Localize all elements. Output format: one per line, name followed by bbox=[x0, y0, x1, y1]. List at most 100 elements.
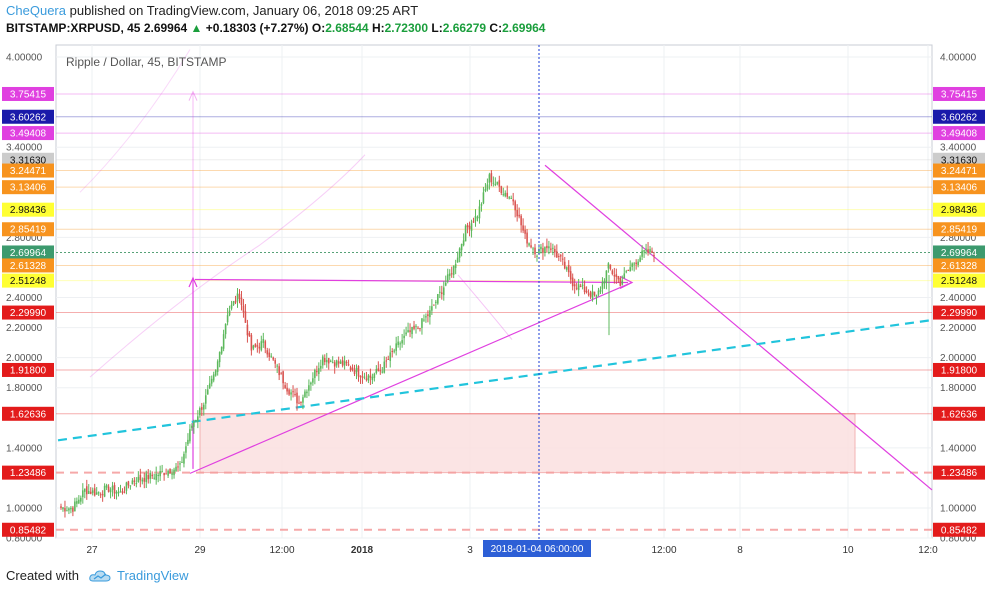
candle-body bbox=[60, 506, 62, 509]
candle-body bbox=[115, 492, 118, 494]
candle-body bbox=[508, 197, 511, 199]
candle-body bbox=[357, 366, 360, 377]
rising-trendline bbox=[189, 281, 633, 474]
price-tag-label: 3.31630 bbox=[941, 155, 978, 166]
right-tick-label: 2.40000 bbox=[940, 293, 977, 304]
candle-body bbox=[361, 376, 364, 378]
price-tag-label: 3.13406 bbox=[941, 183, 978, 194]
candle-body bbox=[220, 346, 223, 354]
candle-body bbox=[157, 475, 159, 477]
candle-body bbox=[232, 301, 235, 305]
left-tick-label: 1.00000 bbox=[6, 503, 43, 514]
price-change: +0.18303 (+7.27%) bbox=[205, 21, 309, 35]
candle-body bbox=[226, 315, 229, 323]
candle-body bbox=[286, 387, 288, 392]
candle-body bbox=[234, 300, 237, 303]
candle-body bbox=[351, 367, 354, 371]
candle-body bbox=[395, 343, 397, 351]
left-tick-label: 2.80000 bbox=[6, 233, 43, 244]
candle-body bbox=[460, 244, 463, 251]
candle-body bbox=[435, 301, 437, 304]
candle-body bbox=[153, 477, 156, 479]
candle-body bbox=[179, 463, 181, 465]
candle-body bbox=[339, 361, 342, 364]
time-tick-label: 12:00 bbox=[269, 545, 294, 556]
falling-trendline bbox=[544, 164, 933, 491]
candle-body bbox=[139, 474, 142, 481]
time-axis[interactable]: 27 29 12:00 2018 3 12:00 8 10 12:0 bbox=[86, 545, 938, 556]
candle-body bbox=[532, 248, 534, 250]
price-tag: 3.49408 bbox=[933, 126, 985, 141]
measure-arrowhead-icon bbox=[188, 276, 198, 288]
up-arrow-icon: ▲ bbox=[190, 21, 203, 35]
candle-body bbox=[442, 287, 445, 296]
candle-body bbox=[325, 360, 328, 363]
candle-body bbox=[302, 397, 304, 403]
candle-body bbox=[544, 247, 546, 253]
open-value: 2.68544 bbox=[325, 21, 369, 35]
candle-body bbox=[238, 294, 241, 299]
candle-body bbox=[421, 318, 423, 329]
price-tag-left: 3.24471 bbox=[2, 163, 54, 178]
candle-body bbox=[117, 491, 120, 494]
price-tag-label: 0.85482 bbox=[941, 525, 978, 536]
candle-body bbox=[121, 491, 124, 493]
price-tag-bg bbox=[933, 522, 985, 537]
price-tag-left-bg bbox=[2, 362, 54, 377]
projection-arrowhead-icon bbox=[619, 275, 634, 290]
candle-body bbox=[308, 385, 310, 391]
time-tick-label: 29 bbox=[194, 545, 206, 556]
candle-body bbox=[349, 367, 352, 370]
candle-body bbox=[212, 374, 215, 381]
price-tag-left-bg bbox=[2, 202, 54, 217]
candle-body bbox=[133, 480, 136, 482]
time-tick-label: 10 bbox=[842, 545, 854, 556]
candle-body bbox=[171, 473, 173, 475]
candle-body bbox=[597, 290, 600, 295]
candle-body bbox=[284, 385, 286, 389]
candle-body bbox=[500, 186, 503, 194]
faint-arrow-path bbox=[457, 274, 513, 340]
candle-body bbox=[89, 491, 92, 494]
candle-body bbox=[294, 394, 296, 396]
price-tag-bg bbox=[933, 163, 985, 178]
candle-body bbox=[405, 332, 407, 335]
right-price-axis[interactable]: 4.00000 3.40000 2.80000 2.40000 2.20000 2.000… bbox=[933, 53, 985, 545]
high-value: 2.72300 bbox=[384, 21, 429, 35]
candle-body bbox=[254, 344, 257, 347]
candle-body bbox=[450, 273, 453, 275]
candle-body bbox=[240, 297, 243, 306]
high-label: H: bbox=[371, 21, 385, 35]
candle-body bbox=[82, 490, 84, 498]
price-tag-left: 2.61328 bbox=[2, 258, 54, 273]
candle-body bbox=[222, 334, 225, 349]
candle-body bbox=[448, 273, 451, 276]
candle-body bbox=[381, 371, 384, 373]
candle-body bbox=[103, 485, 106, 497]
candle-body bbox=[411, 326, 413, 335]
candle-body bbox=[149, 472, 152, 479]
price-tag-left: 3.75415 bbox=[2, 86, 54, 101]
price-tag-left-label: 3.75415 bbox=[10, 89, 47, 100]
candle-body bbox=[407, 330, 409, 333]
price-tag-label: 3.75415 bbox=[941, 89, 978, 100]
candle-body bbox=[567, 264, 570, 273]
candle-body bbox=[413, 325, 415, 329]
candle-body bbox=[427, 314, 429, 317]
candle-body bbox=[91, 490, 94, 494]
candle-body bbox=[181, 461, 183, 463]
price-tag-left: 1.91800 bbox=[2, 362, 54, 377]
price-tag-left: 1.62636 bbox=[2, 406, 54, 421]
tradingview-link[interactable]: TradingView bbox=[116, 568, 189, 583]
time-tick-label: 2018 bbox=[351, 545, 374, 556]
author-link[interactable]: CheQuera bbox=[6, 3, 66, 18]
candle-body bbox=[387, 358, 390, 360]
candle-body bbox=[183, 453, 185, 464]
candle-body bbox=[599, 289, 602, 292]
price-tag-left: 1.23486 bbox=[2, 465, 54, 480]
candle-body bbox=[611, 270, 614, 274]
candle-body bbox=[165, 473, 167, 475]
candle-body bbox=[250, 335, 253, 351]
candle-body bbox=[526, 232, 528, 244]
